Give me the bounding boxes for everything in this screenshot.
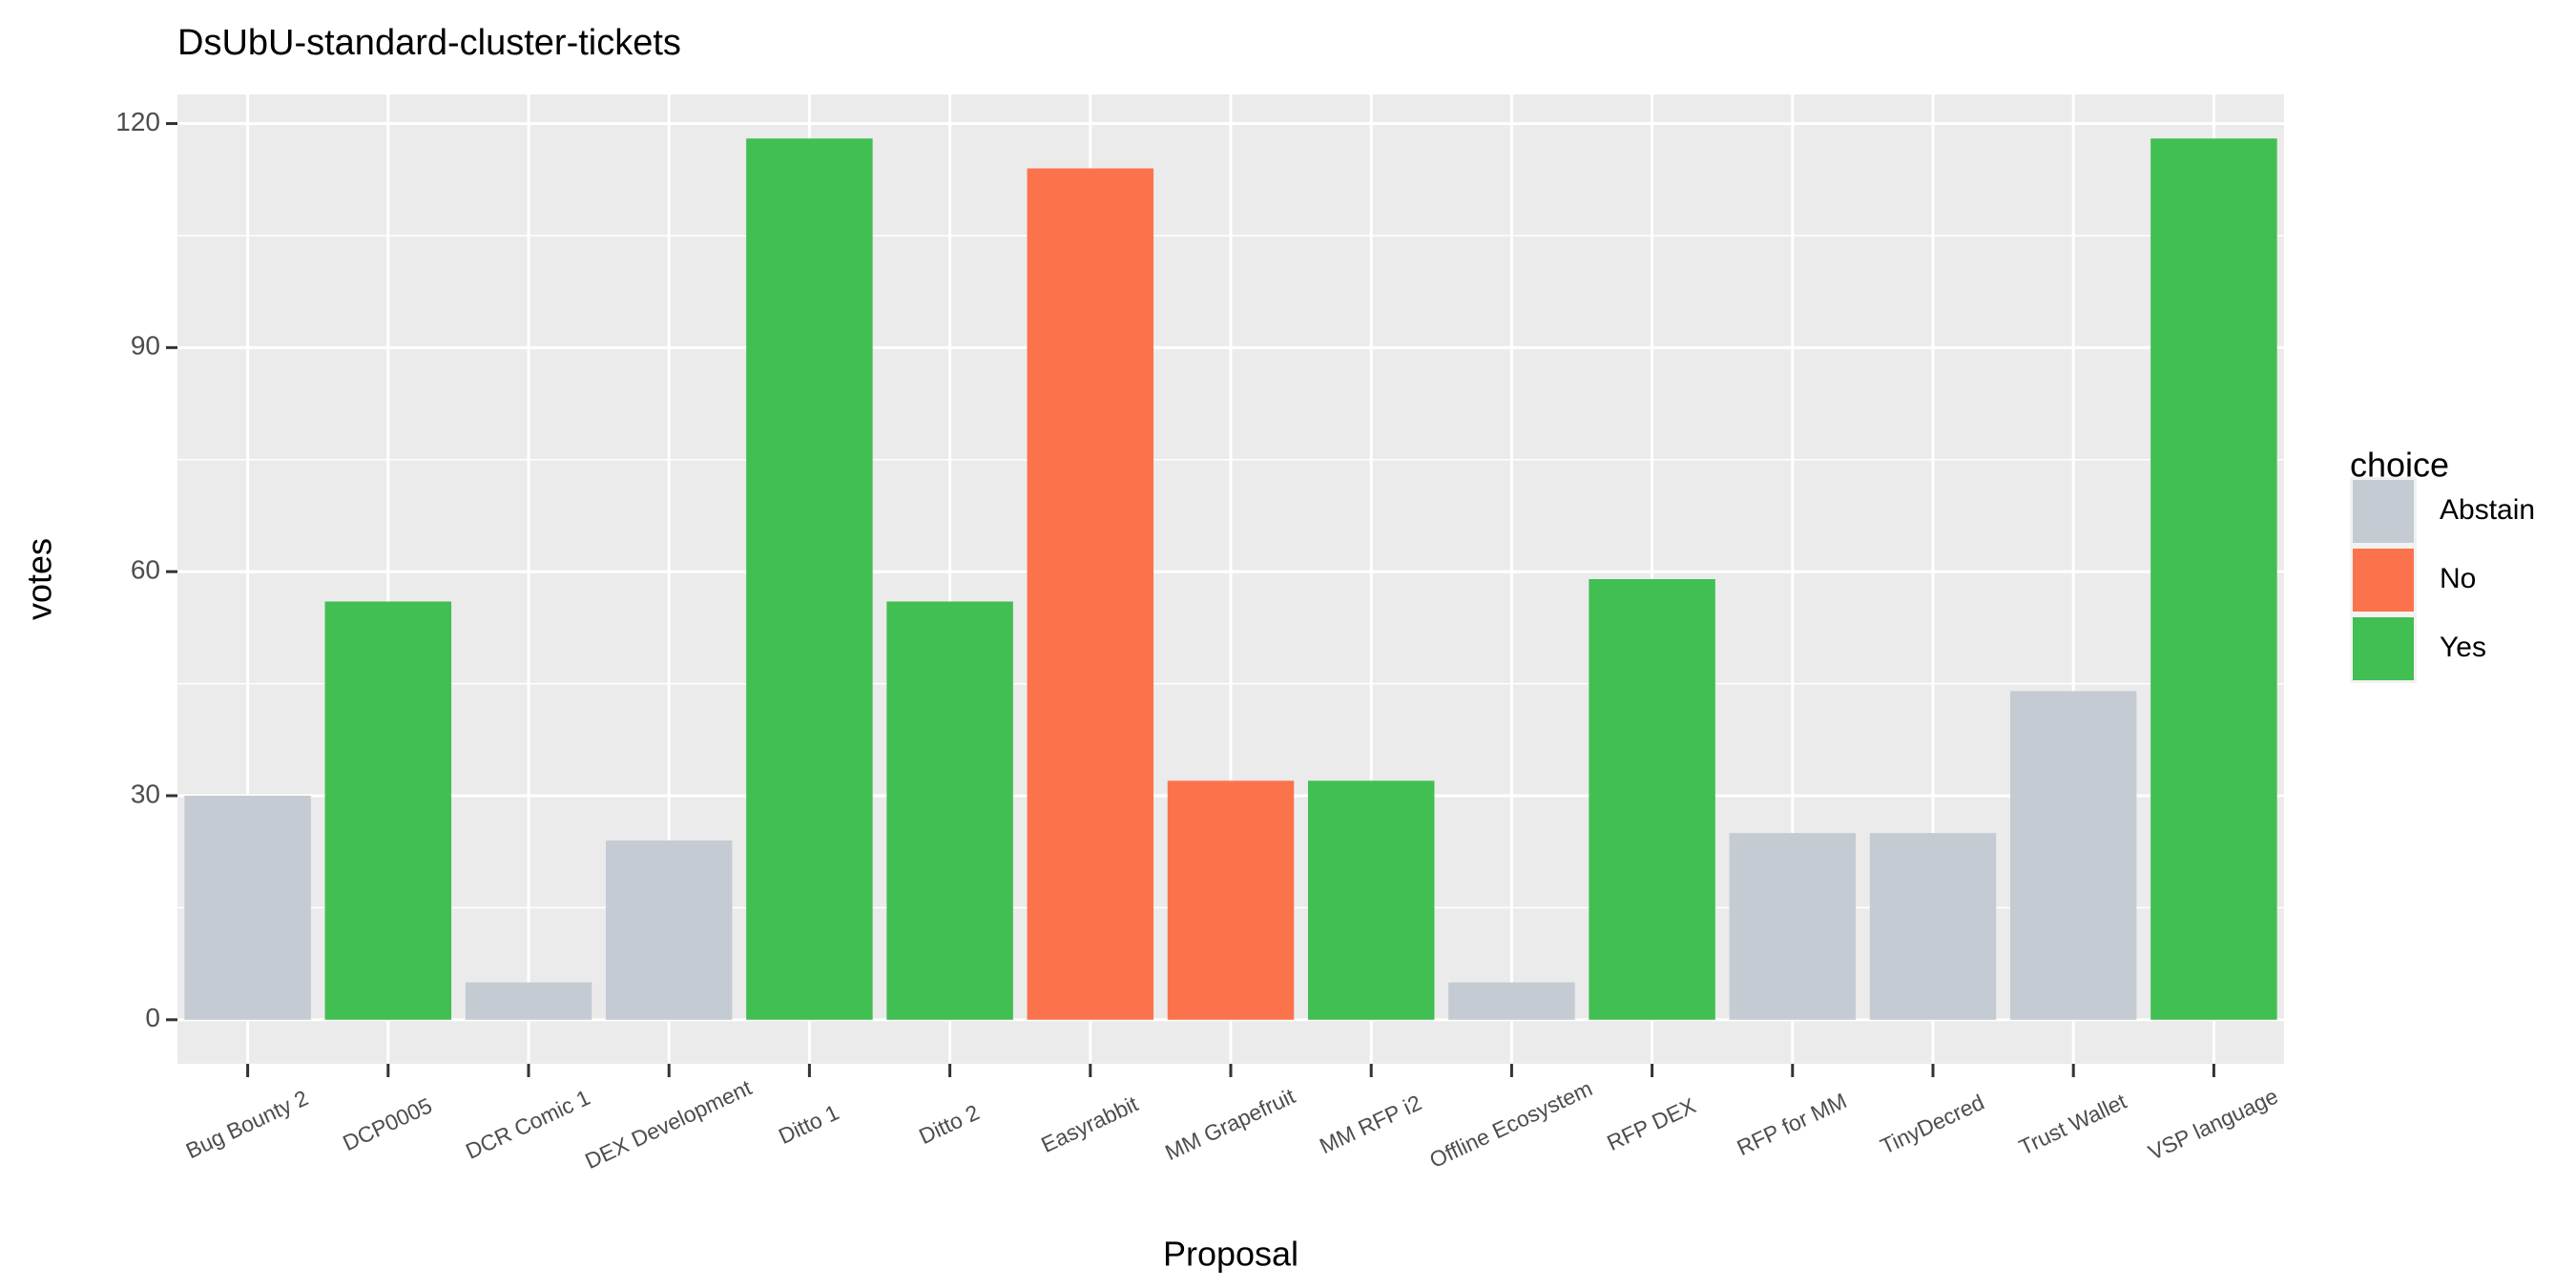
legend-swatch (2353, 480, 2414, 543)
y-axis-title: votes (20, 538, 59, 620)
legend-label: No (2440, 563, 2476, 594)
bar (1027, 168, 1154, 1020)
x-tick-label: Trust Wallet (2015, 1089, 2130, 1160)
bar (1307, 780, 1435, 1020)
x-tick-label: Offline Ecosystem (1425, 1075, 1596, 1173)
legend-swatch (2353, 617, 2414, 680)
y-tick-label: 0 (145, 1003, 160, 1032)
y-tick-label: 120 (115, 107, 160, 136)
bar (605, 840, 733, 1020)
x-tick-label: Ditto 1 (775, 1099, 842, 1149)
bar (1167, 780, 1295, 1020)
bar (1589, 579, 1715, 1020)
x-tick-label: RFP DEX (1603, 1092, 1699, 1155)
y-tick-label: 90 (131, 331, 160, 361)
bar (1448, 982, 1575, 1020)
x-tick-label: VSP language (2145, 1083, 2282, 1165)
bar (2150, 138, 2277, 1020)
legend-label: Yes (2440, 632, 2486, 663)
x-tick-label: DEX Development (581, 1074, 756, 1174)
legend-swatch (2353, 549, 2414, 612)
x-tick-label: MM RFP i2 (1316, 1090, 1425, 1158)
bar (184, 795, 311, 1020)
y-tick-label: 60 (131, 555, 160, 585)
y-tick-label: 30 (131, 779, 160, 808)
bar (2009, 691, 2137, 1020)
bar (1729, 833, 1857, 1020)
x-tick-label: RFP for MM (1734, 1088, 1851, 1160)
bar (324, 601, 452, 1020)
x-tick-label: Bug Bounty 2 (182, 1085, 312, 1163)
bar (746, 138, 873, 1020)
x-tick-label: MM Grapefruit (1161, 1083, 1299, 1165)
x-tick-label: TinyDecred (1877, 1090, 1988, 1159)
chart-title: DsUbU-standard-cluster-tickets (177, 23, 681, 63)
x-tick-label: Easyrabbit (1037, 1091, 1142, 1157)
bar (886, 601, 1013, 1020)
x-tick-label: DCR Comic 1 (462, 1085, 593, 1164)
legend-label: Abstain (2440, 494, 2535, 526)
x-axis-title: Proposal (1163, 1235, 1298, 1274)
bar (1869, 833, 1997, 1020)
x-tick-label: Ditto 2 (915, 1099, 983, 1149)
x-tick-label: DCP0005 (339, 1092, 435, 1155)
bar (465, 982, 592, 1020)
